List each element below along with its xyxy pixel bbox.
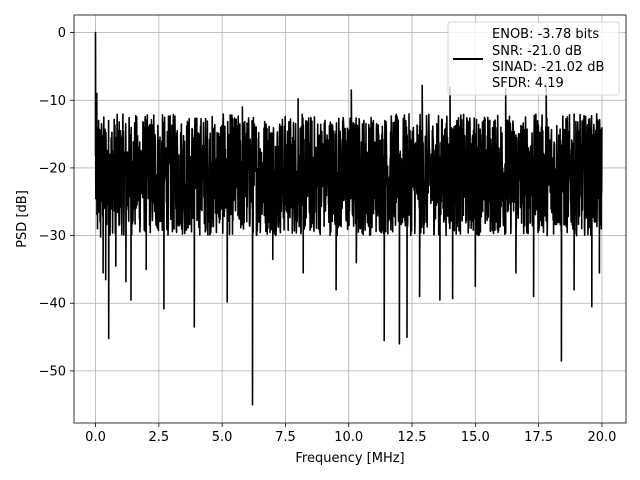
- psd-peak-point: [115, 265, 117, 267]
- psd-peak-point: [406, 336, 408, 338]
- psd-peak-point: [598, 272, 601, 274]
- psd-peak-point: [96, 228, 99, 230]
- psd-peak-point: [96, 92, 98, 95]
- x-tick-label: 7.5: [275, 430, 296, 445]
- legend-text-sinad: SINAD: -21.02 dB: [492, 60, 604, 75]
- x-tick-label: 17.5: [524, 430, 553, 445]
- psd-peak-point: [591, 306, 593, 308]
- psd-peak-point: [226, 301, 228, 303]
- y-tick-label: −30: [39, 229, 66, 244]
- psd-peak-point: [193, 326, 195, 328]
- psd-peak-point: [153, 114, 155, 116]
- psd-peak-point: [533, 295, 535, 298]
- legend: ENOB: -3.78 bits SNR: -21.0 dB SINAD: -2…: [447, 21, 620, 96]
- x-tick-label: 5.0: [212, 430, 233, 445]
- y-tick-label: 0: [58, 26, 66, 41]
- legend-text-enob: ENOB: -3.78 bits: [492, 27, 599, 42]
- y-tick-label: −20: [39, 161, 66, 176]
- axes-frame: [73, 14, 627, 424]
- x-tick-label: 10.0: [334, 430, 363, 445]
- legend-text-sfdr: SFDR: 4.19: [492, 76, 564, 91]
- psd-peak-point: [272, 258, 274, 260]
- x-tick-label: 2.5: [148, 430, 169, 445]
- psd-peak-point: [102, 272, 104, 274]
- psd-peak-point: [383, 339, 385, 342]
- psd-peak-point: [335, 289, 337, 291]
- x-axis: 0.0 2.5 5.0 7.5 10.0 12.5 15.0 17.5 20.0: [85, 423, 616, 445]
- y-axis-label: PSD [dB]: [15, 190, 30, 248]
- psd-peak-point: [108, 337, 110, 339]
- legend-text-snr: SNR: -21.0 dB: [492, 44, 582, 59]
- y-axis: 0 −10 −20 −30 −40 −50: [39, 26, 74, 379]
- psd-peak-point: [241, 106, 243, 108]
- x-axis-label: Frequency [MHz]: [295, 451, 404, 466]
- psd-peak-point: [125, 281, 127, 283]
- psd-peak-point: [297, 98, 299, 100]
- psd-peak-point: [398, 343, 400, 345]
- psd-peak-point: [145, 268, 147, 270]
- x-tick-label: 20.0: [587, 430, 616, 445]
- psd-peak-point: [573, 289, 575, 291]
- psd-peak-point: [452, 297, 454, 300]
- psd-series-line: [94, 31, 603, 406]
- psd-peak-point: [474, 285, 476, 287]
- psd-peak-point: [163, 308, 165, 310]
- psd-peak-point: [105, 279, 107, 281]
- psd-peak-point: [302, 272, 304, 274]
- psd-peak-point: [355, 262, 357, 264]
- psd-peak-point: [560, 360, 563, 362]
- legend-box: [447, 21, 620, 96]
- psd-peak-point: [100, 236, 102, 238]
- y-tick-label: −10: [39, 94, 66, 109]
- psd-peak-point: [515, 272, 517, 274]
- psd-peak-point: [98, 120, 100, 122]
- x-tick-label: 15.0: [461, 430, 490, 445]
- y-tick-label: −40: [39, 297, 66, 312]
- psd-peak-point: [421, 84, 423, 86]
- psd-peak-point: [94, 31, 97, 34]
- psd-peak-point: [130, 299, 132, 301]
- x-tick-label: 0.0: [85, 430, 106, 445]
- psd-peak-point: [419, 295, 421, 298]
- psd-peak-point: [251, 404, 254, 406]
- psd-peak-point: [439, 299, 441, 301]
- psd-peak-point: [350, 89, 352, 91]
- y-tick-label: −50: [39, 364, 66, 379]
- x-tick-label: 12.5: [398, 430, 427, 445]
